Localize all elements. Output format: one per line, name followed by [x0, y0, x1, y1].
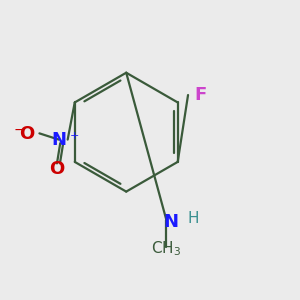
Text: F: F	[194, 86, 206, 104]
Text: O: O	[19, 125, 34, 143]
Text: N: N	[163, 213, 178, 231]
Text: H: H	[187, 211, 199, 226]
Text: N: N	[52, 130, 67, 148]
Text: −: −	[14, 123, 25, 137]
Text: O: O	[49, 160, 64, 178]
Text: CH$_3$: CH$_3$	[151, 239, 181, 258]
Text: +: +	[70, 131, 79, 141]
